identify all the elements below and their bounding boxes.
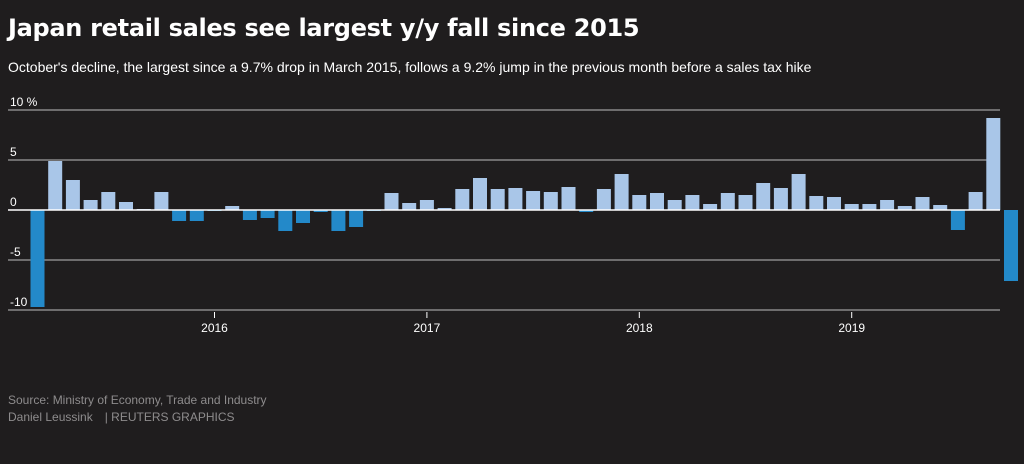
y-tick-label: 10 %: [10, 95, 38, 109]
bar-2017-02: [437, 208, 452, 210]
bar-2017-08: [543, 192, 558, 210]
y-tick-label: -10: [10, 295, 28, 309]
bar-2018-08: [756, 183, 771, 210]
bar-2018-05: [703, 204, 718, 210]
bar-2019-07: [950, 210, 965, 230]
bar-2018-04: [685, 195, 700, 210]
x-tick-label: 2019: [838, 321, 865, 335]
bar-2015-11: [172, 210, 187, 221]
bar-2017-01: [419, 200, 434, 210]
x-tick-label: 2016: [201, 321, 228, 335]
bar-2017-11: [596, 189, 611, 210]
bar-2017-12: [614, 174, 629, 210]
bar-2017-10: [579, 210, 594, 212]
bar-2017-07: [526, 191, 541, 210]
bar-2016-04: [260, 210, 275, 218]
bar-2018-07: [738, 195, 753, 210]
bar-2019-06: [933, 205, 948, 210]
bar-2018-12: [827, 197, 841, 210]
bar-2019-10: [1004, 210, 1018, 281]
bar-2015-12: [189, 210, 204, 221]
bar-chart: 10 % 5 0 -5 -10 2016 2017 2018 2019: [8, 95, 1018, 335]
bar-2018-11: [809, 196, 824, 210]
bar-2016-09: [349, 210, 364, 227]
source-note: Source: Ministry of Economy, Trade and I…: [8, 393, 267, 407]
bar-2019-02: [862, 204, 877, 210]
bar-2015-06: [83, 200, 98, 210]
x-tick-label: 2017: [414, 321, 441, 335]
x-axis: 2016 2017 2018 2019: [201, 312, 865, 335]
bar-2018-01: [632, 195, 647, 210]
bar-2016-06: [296, 210, 310, 223]
bar-2019-05: [915, 197, 930, 210]
bar-2015-10: [154, 192, 169, 210]
bar-2016-07: [313, 210, 328, 212]
bar-2016-05: [278, 210, 293, 231]
bar-2019-03: [880, 200, 895, 210]
bar-2016-12: [402, 203, 417, 210]
bar-2016-02: [225, 206, 240, 210]
credit-line: Daniel Leussink | REUTERS GRAPHICS: [8, 410, 235, 424]
bar-2015-03: [30, 210, 45, 307]
author-credit: Daniel Leussink: [8, 410, 93, 424]
chart-title: Japan retail sales see largest y/y fall …: [8, 14, 640, 42]
y-tick-label: 5: [10, 145, 17, 159]
bar-2019-04: [897, 206, 912, 210]
bar-2018-10: [791, 174, 806, 210]
y-tick-label: -5: [10, 245, 21, 259]
agency-credit: | REUTERS GRAPHICS: [104, 410, 235, 424]
bar-2015-07: [101, 192, 116, 210]
grid-lines: 10 % 5 0 -5 -10: [8, 95, 1000, 311]
bar-2019-01: [844, 204, 859, 210]
bar-2017-04: [473, 178, 487, 210]
bar-2017-09: [561, 187, 576, 210]
bars: [30, 118, 1018, 307]
bar-2015-08: [119, 202, 133, 210]
bar-2018-02: [650, 193, 664, 210]
bar-2017-05: [490, 189, 505, 210]
bar-2019-09: [986, 118, 1001, 210]
bar-2016-11: [384, 193, 399, 210]
bar-2017-06: [508, 188, 523, 210]
bar-2019-08: [968, 192, 983, 210]
y-tick-label: 0: [10, 195, 17, 209]
bar-2016-03: [242, 210, 257, 220]
x-tick-label: 2018: [626, 321, 653, 335]
bar-2015-04: [48, 161, 63, 210]
bar-2015-05: [65, 180, 80, 210]
bar-2016-08: [331, 210, 346, 231]
bar-2018-03: [667, 200, 682, 210]
chart-subtitle: October's decline, the largest since a 9…: [8, 59, 812, 75]
bar-2017-03: [455, 189, 470, 210]
bar-2018-06: [720, 193, 735, 210]
bar-2018-09: [773, 188, 788, 210]
